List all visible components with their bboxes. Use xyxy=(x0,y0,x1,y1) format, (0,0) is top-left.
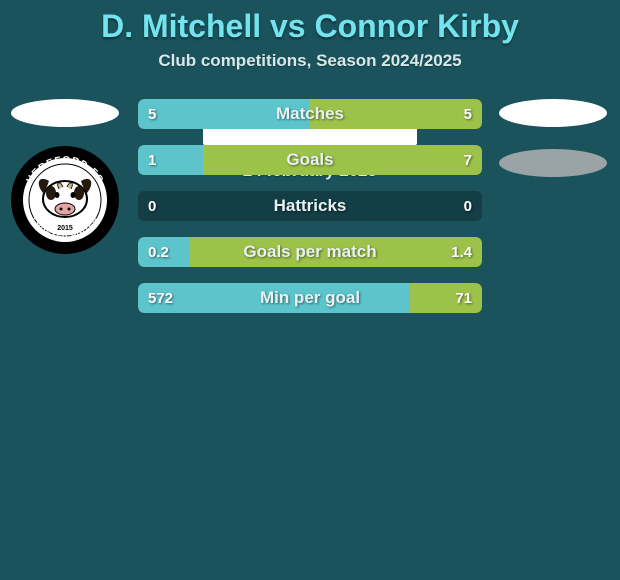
left-club-crest: HEREFORD FC FOREVER UNITED xyxy=(10,145,120,255)
stats-bars: 55Matches 17Goals 00Hattricks 0.21.4Goals p… xyxy=(138,99,482,329)
page-title: D. Mitchell vs Connor Kirby xyxy=(0,0,620,45)
left-player-column: HEREFORD FC FOREVER UNITED xyxy=(6,99,124,255)
stat-row: 00Hattricks xyxy=(138,191,482,221)
right-player-placeholder-top xyxy=(499,99,607,127)
stat-row: 0.21.4Goals per match xyxy=(138,237,482,267)
stat-label: Goals per match xyxy=(138,237,482,267)
stat-label: Goals xyxy=(138,145,482,175)
stat-label: Min per goal xyxy=(138,283,482,313)
stat-row: 17Goals xyxy=(138,145,482,175)
crest-year: 2015 xyxy=(57,225,73,232)
stat-row: 57271Min per goal xyxy=(138,283,482,313)
right-club-placeholder xyxy=(499,149,607,177)
stat-label: Hattricks xyxy=(138,191,482,221)
subtitle: Club competitions, Season 2024/2025 xyxy=(0,51,620,71)
stat-row: 55Matches xyxy=(138,99,482,129)
stat-label: Matches xyxy=(138,99,482,129)
left-player-placeholder-top xyxy=(11,99,119,127)
right-player-column xyxy=(492,99,614,177)
